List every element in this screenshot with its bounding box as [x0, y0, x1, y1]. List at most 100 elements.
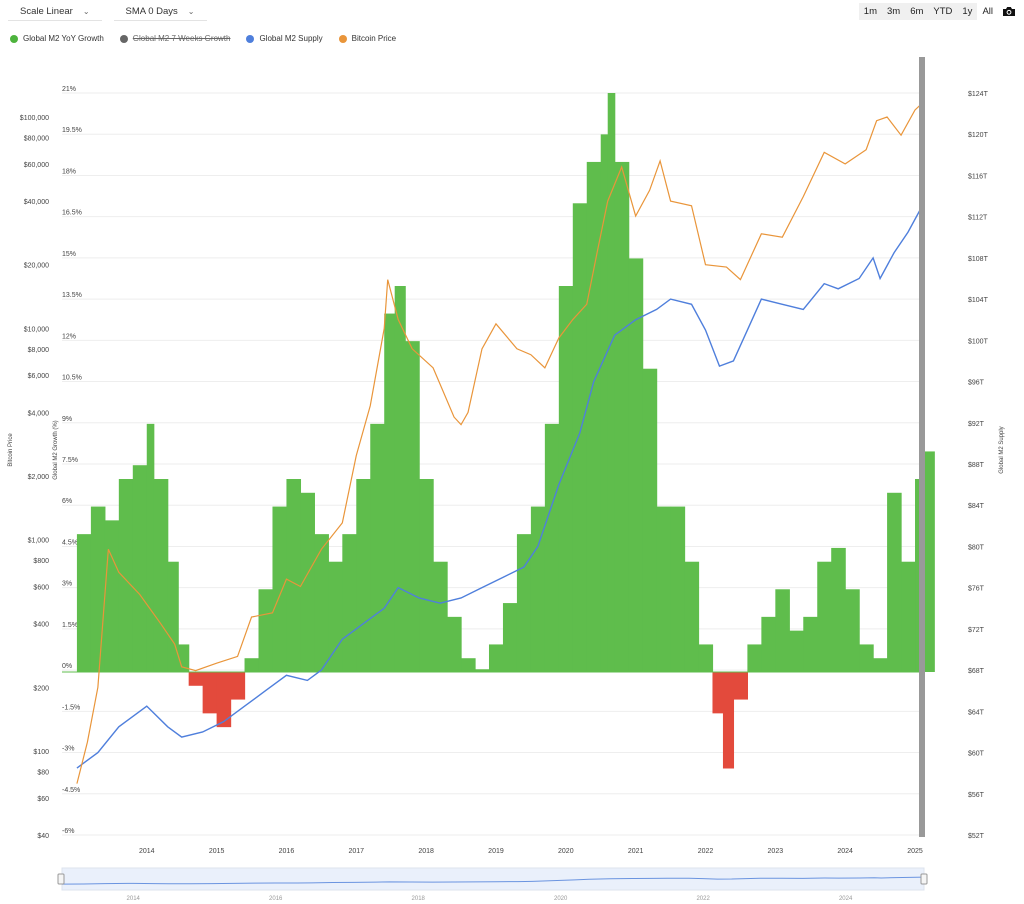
- btc-tick-label: $40: [37, 833, 49, 840]
- growth-bar-positive: [628, 258, 644, 672]
- growth-bar-positive: [475, 669, 490, 672]
- btc-tick-label: $8,000: [28, 347, 50, 354]
- growth-bar-negative: [230, 672, 246, 700]
- navigator-tick-label: 2016: [269, 896, 283, 902]
- range-button-3m[interactable]: 3m: [881, 2, 906, 20]
- x-tick-label: 2017: [348, 848, 364, 855]
- growth-bar-positive: [258, 589, 274, 672]
- growth-bar-positive: [775, 589, 790, 672]
- scale-dropdown[interactable]: Scale Linear ⌄: [8, 2, 102, 21]
- growth-bar-positive: [544, 423, 560, 672]
- btc-tick-label: $100: [33, 749, 49, 756]
- growth-bar-positive: [153, 479, 169, 672]
- growth-bar-positive: [419, 479, 434, 672]
- legend-item-bitcoin-price[interactable]: Bitcoin Price: [338, 34, 397, 43]
- sma-dropdown[interactable]: SMA 0 Days ⌄: [113, 2, 207, 21]
- legend-item-m2-7-weeks-growth[interactable]: Global M2 7 Weeks Growth: [119, 34, 231, 43]
- x-tick-label: 2021: [628, 848, 644, 855]
- growth-bar-positive: [167, 561, 179, 672]
- btc-tick-label: $40,000: [24, 199, 49, 206]
- growth-tick-label: 13.5%: [62, 292, 82, 299]
- btc-tick-label: $1,000: [28, 538, 50, 545]
- growth-bar-positive: [433, 561, 448, 672]
- growth-bar-positive: [859, 644, 874, 672]
- growth-tick-label: 15%: [62, 251, 76, 258]
- growth-bar-positive: [342, 534, 357, 672]
- legend-dot: [10, 34, 18, 43]
- m2-tick-label: $116T: [968, 173, 988, 180]
- growth-tick-label: -6%: [62, 828, 74, 835]
- btc-tick-label: $60: [37, 796, 49, 803]
- camera-icon[interactable]: [998, 2, 1020, 20]
- growth-bar-positive: [831, 547, 846, 672]
- growth-bar-positive: [887, 492, 902, 672]
- m2-tick-label: $68T: [968, 668, 985, 675]
- btc-tick-label: $80: [37, 769, 49, 776]
- btc-price-line: [76, 102, 923, 784]
- growth-tick-label: 9%: [62, 416, 72, 423]
- growth-tick-label: 12%: [62, 333, 76, 340]
- legend-label: Global M2 7 Weeks Growth: [132, 34, 231, 43]
- growth-tick-label: 21%: [62, 86, 76, 93]
- m2-tick-label: $92T: [968, 421, 985, 428]
- growth-bar-negative: [188, 672, 204, 686]
- m2-tick-label: $112T: [968, 215, 988, 222]
- m2-tick-label: $124T: [968, 91, 989, 98]
- legend-label: Global M2 Supply: [259, 34, 323, 43]
- legend-label: Bitcoin Price: [351, 34, 397, 43]
- x-tick-label: 2023: [768, 848, 784, 855]
- chevron-down-icon: ⌄: [187, 6, 195, 16]
- navigator-handle-left: [57, 873, 65, 885]
- growth-bar-positive: [405, 341, 420, 672]
- chart-legend: Global M2 YoY Growth Global M2 7 Weeks G…: [10, 34, 396, 43]
- m2-supply-line: [76, 206, 923, 769]
- growth-bar-positive: [761, 616, 776, 672]
- m2-tick-label: $108T: [968, 256, 989, 263]
- growth-bar-positive: [132, 465, 148, 672]
- growth-bar-positive: [642, 368, 658, 672]
- growth-bar-positive: [356, 479, 371, 672]
- growth-bar-negative: [733, 672, 748, 700]
- legend-item-m2-supply[interactable]: Global M2 Supply: [246, 34, 323, 43]
- range-button-1m[interactable]: 1m: [858, 2, 882, 20]
- growth-bar-positive: [684, 561, 700, 672]
- btc-tick-label: $4,000: [28, 410, 50, 417]
- x-tick-label: 2018: [418, 848, 434, 855]
- growth-bar-positive: [558, 286, 574, 672]
- navigator-handle-right: [920, 873, 928, 885]
- legend-item-m2-yoy-growth[interactable]: Global M2 YoY Growth: [10, 34, 104, 43]
- growth-bar-positive: [873, 658, 888, 672]
- growth-bar-positive: [178, 644, 190, 672]
- m2-tick-label: $80T: [968, 544, 985, 551]
- m2-tick-label: $64T: [968, 709, 985, 716]
- m2-tick-label: $100T: [968, 338, 989, 345]
- growth-bar-positive: [789, 630, 804, 672]
- growth-bar-negative: [712, 672, 724, 714]
- growth-bar-positive: [488, 644, 504, 672]
- range-button-1y[interactable]: 1y: [957, 2, 978, 20]
- growth-bar-positive: [447, 616, 462, 672]
- growth-bar-positive: [272, 506, 288, 672]
- btc-tick-label: $100,000: [20, 115, 49, 122]
- range-button-ytd[interactable]: YTD: [928, 2, 958, 20]
- range-button-6m[interactable]: 6m: [905, 2, 929, 20]
- growth-tick-label: 10.5%: [62, 375, 82, 382]
- growth-bar-positive: [286, 479, 302, 672]
- btc-tick-label: $200: [33, 685, 49, 692]
- range-button-all[interactable]: All: [977, 2, 998, 20]
- growth-bar-positive: [314, 534, 329, 672]
- right-axis-title: Global M2 Supply: [999, 426, 1005, 473]
- growth-bar-negative: [216, 672, 232, 728]
- growth-bar-positive: [600, 134, 609, 672]
- growth-bar-positive: [502, 603, 518, 672]
- x-tick-label: 2024: [837, 848, 853, 855]
- x-tick-label: 2014: [139, 848, 155, 855]
- x-tick-label: 2020: [558, 848, 574, 855]
- x-tick-label: 2019: [488, 848, 504, 855]
- growth-bar-positive: [922, 451, 935, 672]
- chevron-down-icon: ⌄: [82, 6, 90, 16]
- scale-dropdown-label: Scale Linear: [20, 5, 73, 17]
- growth-tick-label: -3%: [62, 746, 74, 753]
- growth-tick-label: -1.5%: [62, 704, 80, 711]
- growth-bar-positive: [76, 534, 92, 672]
